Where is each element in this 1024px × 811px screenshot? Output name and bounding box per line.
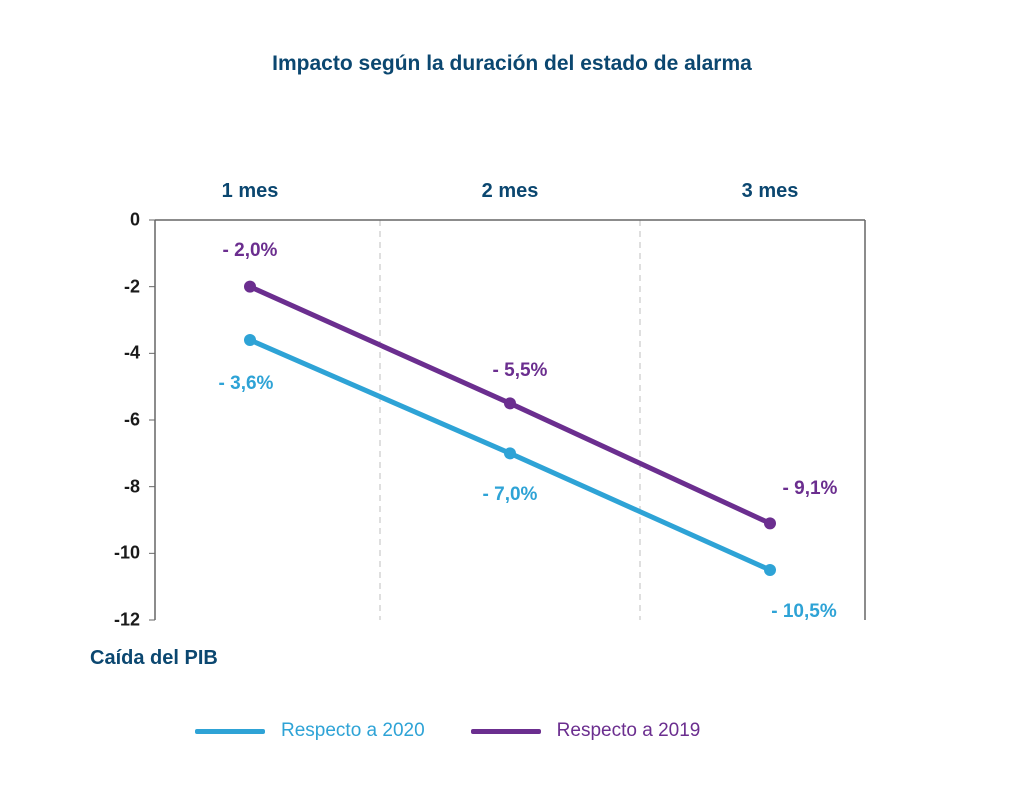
chart-legend: Respecto a 2020 Respecto a 2019	[195, 720, 700, 742]
legend-swatch-2019	[471, 729, 541, 734]
data-label-2020: - 7,0%	[483, 484, 538, 506]
legend-label-2019: Respecto a 2019	[557, 720, 701, 742]
chart-svg	[0, 0, 1024, 811]
data-label-2020: - 3,6%	[219, 373, 274, 395]
data-label-2019: - 2,0%	[223, 240, 278, 262]
legend-swatch-2020	[195, 729, 265, 734]
legend-label-2020: Respecto a 2020	[281, 720, 425, 742]
data-label-2019: - 9,1%	[783, 478, 838, 500]
legend-item-2019: Respecto a 2019	[471, 720, 701, 742]
data-label-2020: - 10,5%	[771, 601, 836, 623]
chart-page: Impacto según la duración del estado de …	[0, 0, 1024, 811]
data-label-2019: - 5,5%	[493, 360, 548, 382]
legend-item-2020: Respecto a 2020	[195, 720, 425, 742]
chart-subtitle: Caída del PIB	[90, 647, 218, 670]
